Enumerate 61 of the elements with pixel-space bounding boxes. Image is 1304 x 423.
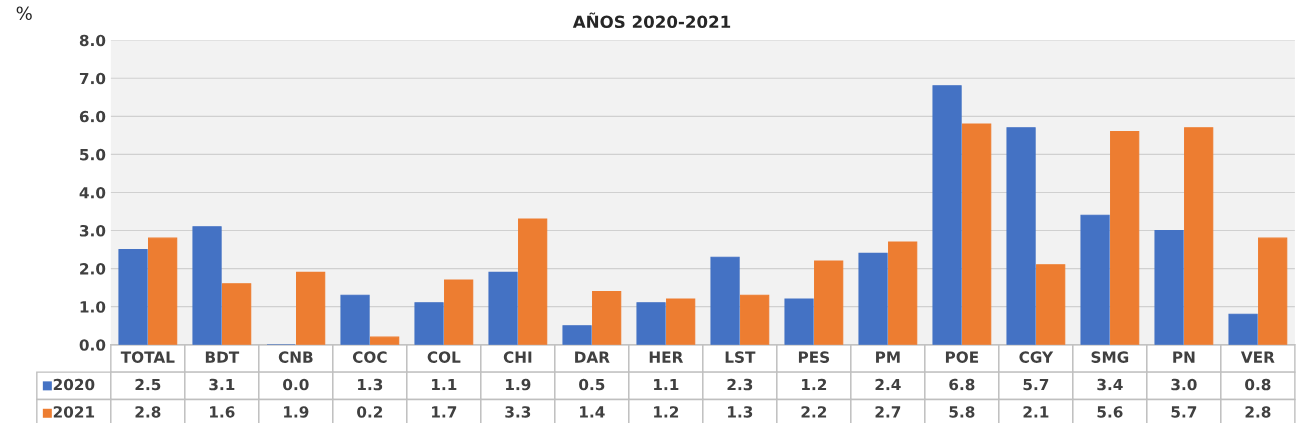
data-label: 2.8	[1245, 406, 1271, 418]
y-tick-label: 8.0	[79, 34, 106, 47]
data-label: 5.8	[949, 406, 975, 418]
data-label: 2.7	[875, 406, 901, 418]
data-label: 2.5	[135, 378, 161, 391]
y-tick-label: 5.0	[80, 148, 106, 161]
x-tick-label: BDT	[205, 351, 240, 363]
data-label: 5.7	[1023, 378, 1049, 391]
x-tick-label: DAR	[575, 351, 610, 363]
y-tick-label: 4.0	[79, 186, 106, 199]
x-tick-label: SMG	[1091, 351, 1129, 363]
data-label: 2.2	[801, 406, 827, 418]
data-label: 1.9	[284, 406, 309, 418]
chart-title: AÑOS 2020-2021	[572, 12, 731, 29]
y-tick-label: 3.0	[79, 225, 106, 237]
data-label: 1.2	[802, 378, 827, 391]
legend-label: 2020	[53, 378, 95, 391]
data-label: 1.6	[210, 406, 235, 418]
x-tick-label: CNB	[278, 351, 313, 363]
data-label: 2.8	[135, 406, 161, 418]
x-tick-label: POE	[945, 351, 979, 363]
y-tick-label: 2.0	[80, 263, 106, 275]
x-tick-label: CGY	[1019, 351, 1054, 363]
y-axis-title: %	[16, 6, 32, 21]
x-tick-label: LST	[725, 351, 756, 363]
data-label: 3.1	[209, 378, 235, 391]
data-label: 2.4	[875, 378, 901, 391]
data-label: 5.7	[1171, 406, 1197, 418]
x-tick-label: PN	[1173, 351, 1195, 363]
y-tick-label: 6.0	[79, 110, 106, 123]
data-label: 1.7	[432, 406, 457, 418]
data-label: 1.4	[580, 406, 605, 418]
data-label: 1.1	[654, 378, 679, 391]
y-tick-label: 7.0	[79, 72, 106, 85]
y-tick-label: 0.0	[79, 339, 106, 351]
x-tick-label: TOTAL	[120, 351, 175, 363]
x-tick-label: PES	[798, 351, 830, 363]
y-tick-label: 1.0	[80, 301, 106, 313]
data-label: 5.6	[1097, 406, 1123, 418]
data-label: 0.5	[579, 378, 605, 391]
data-label: 2.1	[1023, 406, 1049, 418]
data-label: 1.3	[728, 406, 753, 418]
data-label: 2.3	[727, 378, 753, 391]
data-label: 3.0	[1171, 378, 1197, 391]
data-label: 0.8	[1245, 378, 1271, 391]
data-label: 1.3	[358, 378, 383, 391]
x-tick-label: COL	[427, 351, 461, 363]
x-tick-label: CHI	[503, 351, 532, 363]
data-label: 0.2	[357, 406, 383, 418]
data-label: 3.4	[1097, 378, 1123, 391]
data-label: 3.3	[505, 406, 531, 418]
legend-label: 2021	[53, 406, 95, 418]
data-label: 1.1	[432, 378, 457, 391]
x-tick-label: COC	[352, 351, 387, 363]
x-tick-label: VER	[1240, 351, 1275, 363]
data-label: 6.8	[949, 378, 975, 391]
x-tick-label: PM	[876, 351, 900, 363]
data-label: 1.9	[506, 378, 531, 391]
data-label: 1.2	[654, 406, 679, 418]
data-label: 0.0	[283, 378, 309, 391]
x-tick-label: HER	[649, 351, 684, 363]
